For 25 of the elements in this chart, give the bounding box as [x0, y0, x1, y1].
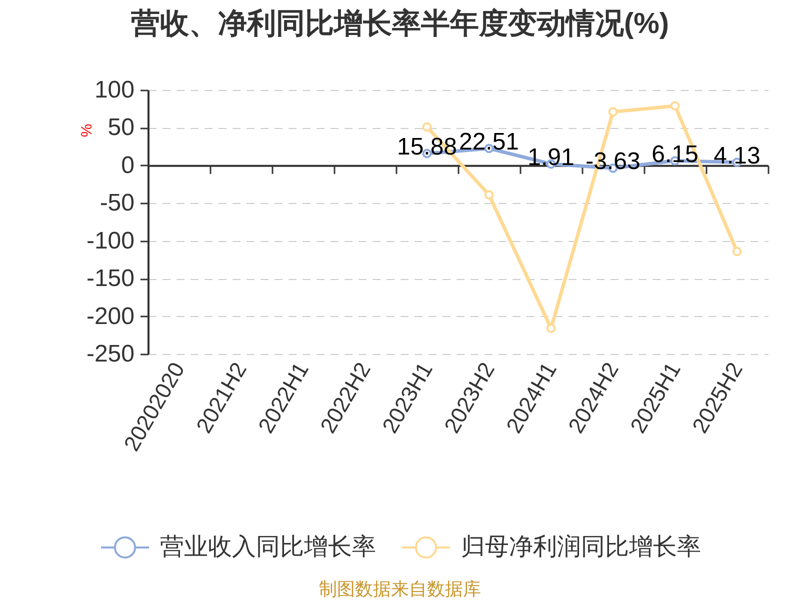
y-tick-label: -50: [100, 190, 134, 217]
point: [732, 246, 742, 256]
chart-title: 营收、净利同比增长率半年度变动情况(%): [130, 7, 670, 40]
point: [670, 101, 680, 111]
y-tick-label: 100: [94, 76, 134, 104]
data-label: 4.13: [714, 142, 760, 170]
y-tick-label: -250: [86, 340, 134, 368]
data-label: 6.15: [652, 140, 698, 168]
data-label: -3.63: [586, 148, 640, 176]
y-tick-label: -150: [86, 265, 134, 292]
data-label: 22.51: [458, 128, 520, 156]
data-label: 1.91: [528, 144, 574, 171]
data-label: 15.88: [396, 133, 458, 160]
y-tick-label: -200: [86, 302, 134, 330]
y-tick-label: -100: [86, 227, 134, 254]
point: [546, 324, 556, 334]
y-axis-title: %: [78, 124, 96, 138]
y-tick-label: 50: [108, 114, 134, 142]
legend-label: 营业收入同比增长率: [160, 533, 376, 560]
point: [608, 107, 618, 117]
legend-label: 归母净利润同比增长率: [461, 533, 701, 560]
point: [422, 122, 432, 132]
y-tick-label: 0: [121, 152, 134, 179]
text: 制图数据来自数据库: [319, 579, 481, 599]
point: [484, 190, 494, 200]
